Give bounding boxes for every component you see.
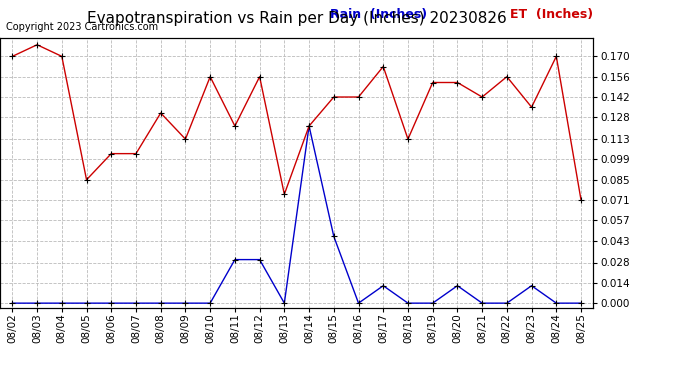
Text: Copyright 2023 Cartronics.com: Copyright 2023 Cartronics.com bbox=[6, 22, 158, 32]
Text: Rain  (Inches): Rain (Inches) bbox=[330, 8, 427, 21]
Text: Evapotranspiration vs Rain per Day (Inches) 20230826: Evapotranspiration vs Rain per Day (Inch… bbox=[87, 11, 506, 26]
Text: ET  (Inches): ET (Inches) bbox=[511, 8, 593, 21]
